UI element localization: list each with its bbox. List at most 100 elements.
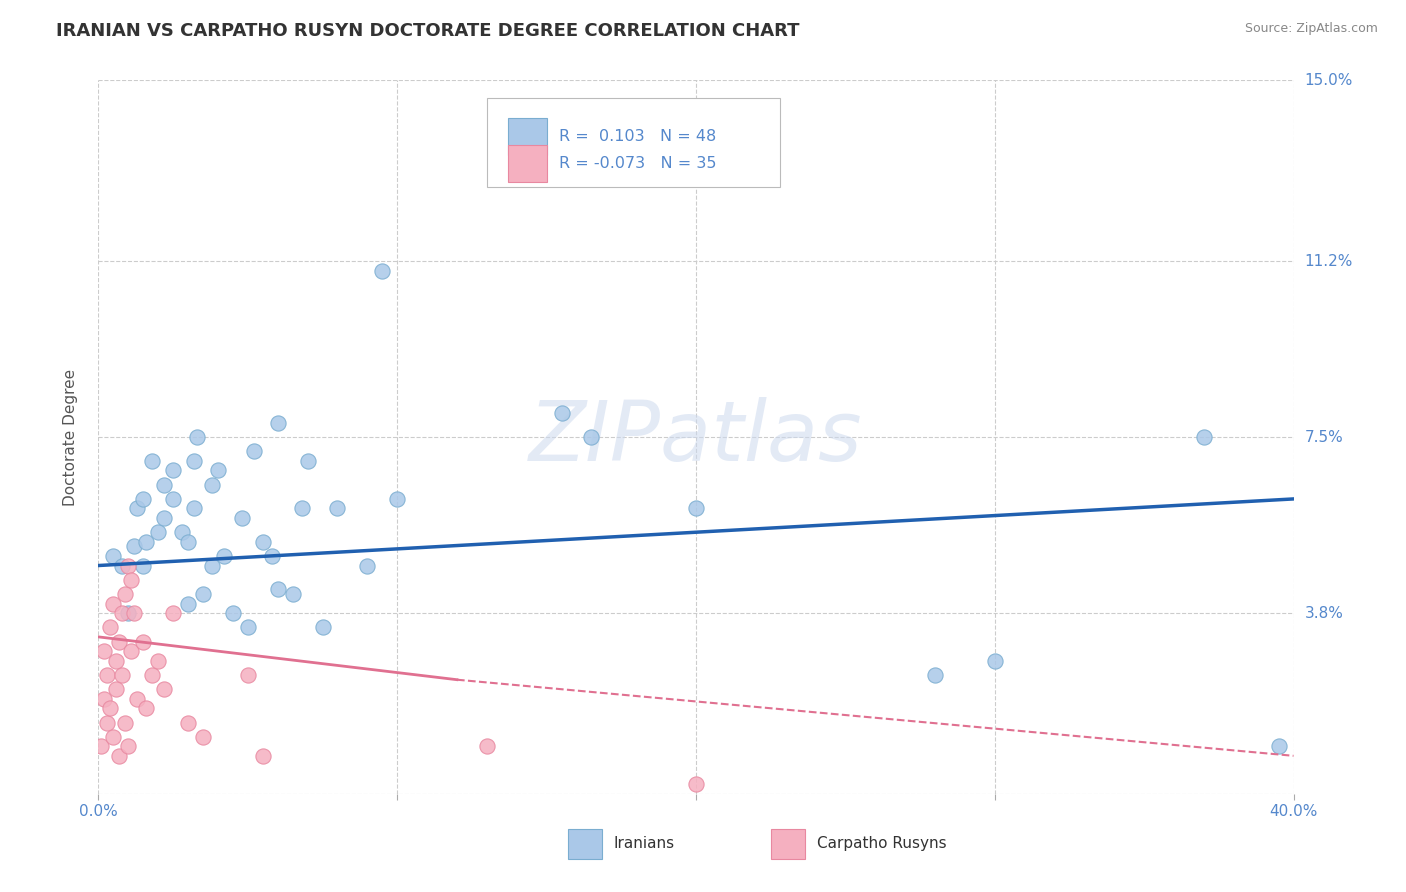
Point — [105, 654, 128, 668]
Point — [103, 597, 125, 611]
Point — [162, 606, 184, 620]
Point — [177, 715, 200, 730]
Point — [108, 634, 131, 648]
Text: Iranians: Iranians — [613, 837, 675, 851]
Point — [183, 454, 205, 468]
Point — [924, 668, 946, 682]
Point — [252, 534, 274, 549]
Point — [127, 501, 149, 516]
Point — [124, 540, 146, 554]
Point — [132, 634, 155, 648]
Point — [114, 715, 136, 730]
Point — [114, 587, 136, 601]
Point — [207, 463, 229, 477]
Point — [201, 477, 224, 491]
Point — [132, 491, 155, 506]
Point — [111, 668, 134, 682]
Text: Carpatho Rusyns: Carpatho Rusyns — [817, 837, 946, 851]
Point — [243, 444, 266, 458]
Text: 15.0%: 15.0% — [1305, 73, 1353, 87]
Text: R =  0.103   N = 48: R = 0.103 N = 48 — [558, 128, 716, 144]
Point — [177, 534, 200, 549]
Point — [685, 501, 707, 516]
FancyBboxPatch shape — [486, 98, 780, 187]
Point — [260, 549, 283, 563]
Point — [153, 511, 176, 525]
Point — [120, 573, 142, 587]
Point — [141, 454, 163, 468]
Point — [356, 558, 378, 573]
Point — [93, 644, 115, 658]
Text: 11.2%: 11.2% — [1305, 253, 1353, 268]
Point — [103, 549, 125, 563]
Point — [550, 406, 572, 420]
Point — [291, 501, 314, 516]
FancyBboxPatch shape — [568, 829, 602, 859]
Text: 3.8%: 3.8% — [1305, 606, 1344, 621]
FancyBboxPatch shape — [509, 145, 547, 182]
Point — [90, 739, 112, 754]
Text: IRANIAN VS CARPATHO RUSYN DOCTORATE DEGREE CORRELATION CHART: IRANIAN VS CARPATHO RUSYN DOCTORATE DEGR… — [56, 22, 800, 40]
Point — [135, 534, 157, 549]
Point — [153, 682, 176, 697]
Point — [191, 730, 214, 744]
Point — [93, 691, 115, 706]
Point — [311, 620, 333, 634]
Point — [236, 668, 259, 682]
Point — [172, 525, 194, 540]
Point — [186, 430, 208, 444]
Point — [141, 668, 163, 682]
FancyBboxPatch shape — [772, 829, 804, 859]
Point — [117, 558, 139, 573]
Point — [222, 606, 245, 620]
Point — [127, 691, 149, 706]
Point — [267, 582, 290, 597]
Point — [231, 511, 253, 525]
Point — [1267, 739, 1289, 754]
Point — [135, 701, 157, 715]
Point — [96, 668, 118, 682]
Y-axis label: Doctorate Degree: Doctorate Degree — [63, 368, 77, 506]
Point — [162, 491, 184, 506]
Point — [111, 558, 134, 573]
Point — [105, 682, 128, 697]
Point — [191, 587, 214, 601]
Point — [475, 739, 498, 754]
Point — [153, 477, 176, 491]
Point — [96, 715, 118, 730]
Point — [385, 491, 409, 506]
Point — [183, 501, 205, 516]
Point — [236, 620, 259, 634]
Point — [177, 597, 200, 611]
Point — [685, 777, 707, 791]
Point — [120, 644, 142, 658]
Point — [371, 263, 394, 277]
Point — [132, 558, 155, 573]
Text: R = -0.073   N = 35: R = -0.073 N = 35 — [558, 156, 716, 170]
FancyBboxPatch shape — [509, 118, 547, 154]
Point — [252, 748, 274, 763]
Point — [267, 416, 290, 430]
Point — [148, 525, 170, 540]
Point — [108, 748, 131, 763]
Text: 7.5%: 7.5% — [1305, 430, 1343, 444]
Point — [98, 701, 122, 715]
Point — [98, 620, 122, 634]
Point — [297, 454, 319, 468]
Point — [581, 430, 603, 444]
Point — [326, 501, 349, 516]
Point — [1192, 430, 1215, 444]
Point — [111, 606, 134, 620]
Text: ZIPatlas: ZIPatlas — [529, 397, 863, 477]
Point — [212, 549, 235, 563]
Point — [201, 558, 224, 573]
Point — [148, 654, 170, 668]
Point — [103, 730, 125, 744]
Point — [162, 463, 184, 477]
Text: Source: ZipAtlas.com: Source: ZipAtlas.com — [1244, 22, 1378, 36]
Point — [984, 654, 1007, 668]
Point — [124, 606, 146, 620]
Point — [281, 587, 304, 601]
Point — [117, 606, 139, 620]
Point — [117, 739, 139, 754]
